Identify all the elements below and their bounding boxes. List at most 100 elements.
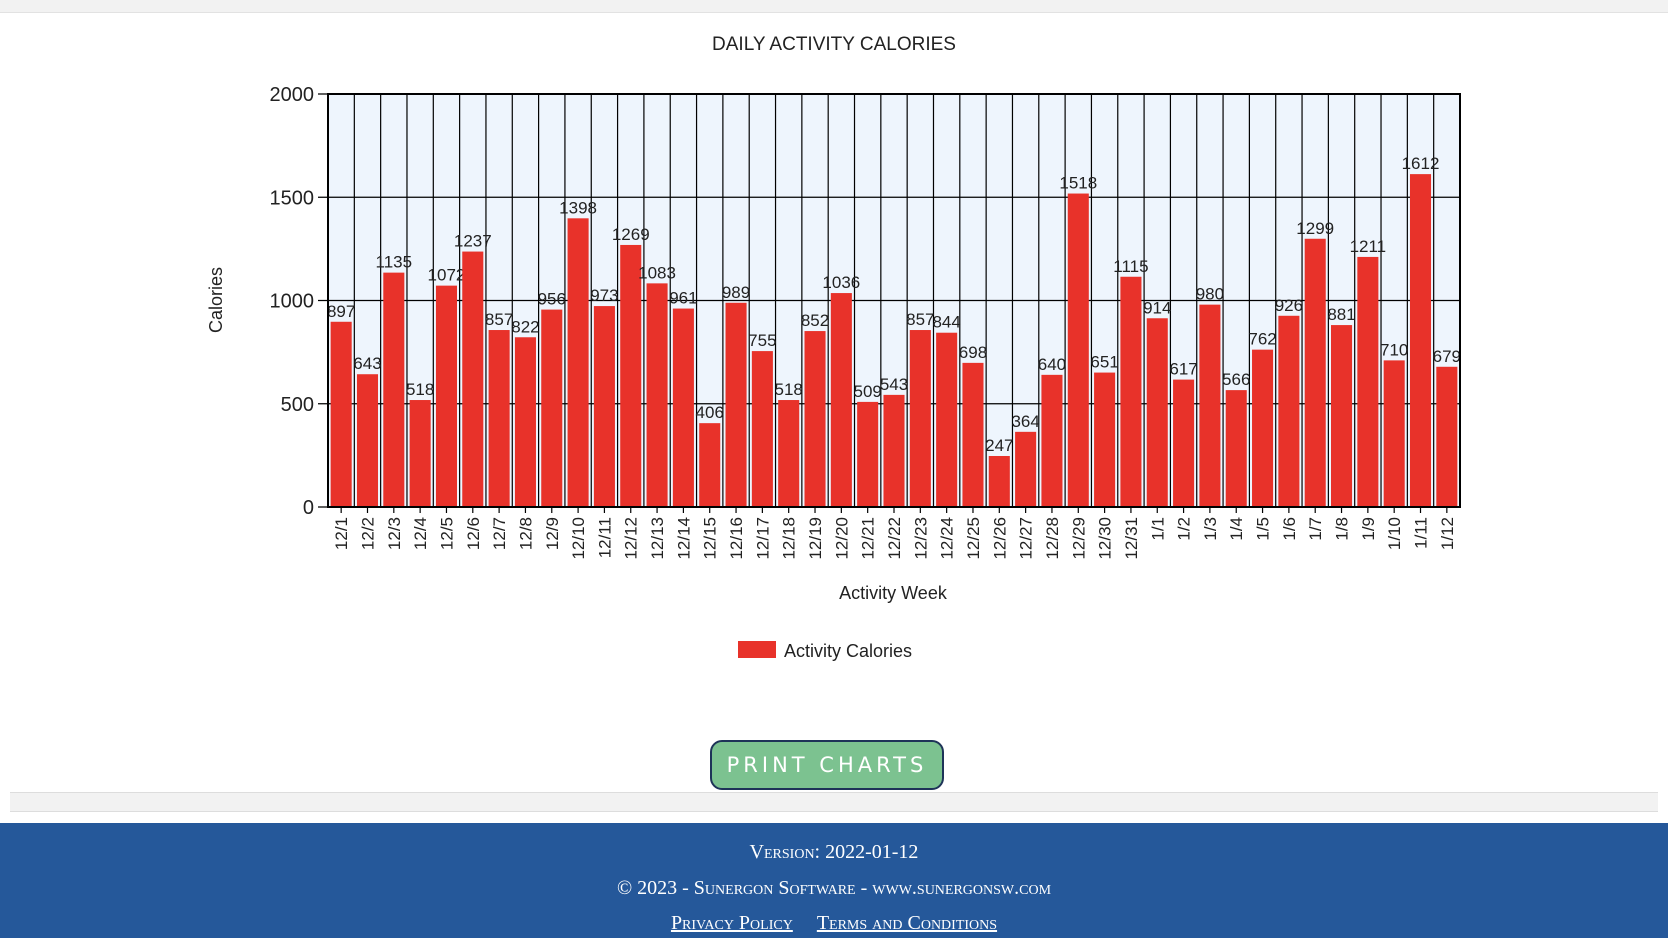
data-label: 822 <box>511 317 539 336</box>
data-label: 643 <box>353 354 381 373</box>
data-label: 518 <box>406 380 434 399</box>
data-label: 651 <box>1090 353 1118 372</box>
x-tick-label: 12/21 <box>859 517 878 560</box>
bar <box>1173 379 1195 507</box>
x-tick-label: 12/12 <box>622 517 641 560</box>
x-tick-label: 12/17 <box>753 517 772 560</box>
bar <box>857 401 879 507</box>
bar <box>830 293 852 507</box>
x-tick-label: 12/4 <box>411 517 430 550</box>
data-label: 1237 <box>454 232 492 251</box>
bar <box>1331 325 1353 507</box>
bar <box>725 302 747 507</box>
separator-band <box>10 792 1658 812</box>
x-tick-label: 12/15 <box>701 517 720 560</box>
data-label: 857 <box>906 310 934 329</box>
data-label: 844 <box>932 313 960 332</box>
x-tick-label: 12/6 <box>464 517 483 550</box>
bar <box>1252 349 1274 507</box>
bar <box>1383 360 1405 507</box>
print-charts-button[interactable]: PRINT CHARTS <box>710 740 944 790</box>
data-label: 509 <box>853 382 881 401</box>
bar <box>1225 390 1247 507</box>
data-label: 679 <box>1433 347 1461 366</box>
x-tick-label: 12/29 <box>1069 517 1088 560</box>
x-tick-label: 1/10 <box>1385 517 1404 550</box>
data-label: 1518 <box>1059 174 1097 193</box>
data-label: 1083 <box>638 263 676 282</box>
activity-calories-chart: DAILY ACTIVITY CALORIES Calories Activit… <box>206 34 1462 661</box>
bar <box>1094 372 1116 507</box>
data-label: 406 <box>696 403 724 422</box>
data-label: 1211 <box>1350 237 1387 256</box>
x-tick-label: 1/7 <box>1306 517 1325 541</box>
privacy-policy-link[interactable]: Privacy Policy <box>670 912 793 934</box>
x-tick-label: 12/20 <box>832 517 851 560</box>
bar <box>1199 304 1221 507</box>
legend-swatch <box>738 641 776 658</box>
data-label: 961 <box>669 289 697 308</box>
data-label: 566 <box>1222 370 1250 389</box>
terms-link[interactable]: Terms and Conditions <box>816 912 998 934</box>
copyright-text: © 2023 - Sunergon Software - www.sunergo… <box>616 877 1052 899</box>
data-label: 926 <box>1275 296 1303 315</box>
data-label: 1299 <box>1296 219 1334 238</box>
bar <box>541 309 563 507</box>
y-tick-label: 1500 <box>270 187 315 209</box>
plot-area: 0 500 1000 1500 2000 897 12/1 643 12/2 1135 12/3 51… <box>270 84 1462 560</box>
x-axis-label: Activity Week <box>839 583 948 603</box>
data-label: 247 <box>985 436 1013 455</box>
bar <box>1409 174 1432 507</box>
bar <box>1357 256 1379 507</box>
footer-links: Privacy Policy Terms and Conditions <box>0 912 1668 935</box>
bar <box>514 337 536 507</box>
bar <box>330 321 352 507</box>
x-tick-label: 12/2 <box>358 517 377 550</box>
bar <box>962 362 984 507</box>
x-tick-label: 12/22 <box>885 517 904 560</box>
x-tick-label: 12/14 <box>674 517 693 560</box>
bar <box>672 308 694 507</box>
bar <box>778 400 800 507</box>
data-label: 762 <box>1248 330 1276 349</box>
bar <box>646 283 668 507</box>
x-tick-label: 12/10 <box>569 517 588 560</box>
y-tick-label: 500 <box>281 394 314 416</box>
bar <box>1041 374 1063 507</box>
x-tick-label: 12/27 <box>1017 517 1036 560</box>
data-label: 543 <box>880 375 908 394</box>
bar <box>1304 238 1326 507</box>
top-strip <box>0 0 1668 13</box>
data-label: 617 <box>1169 360 1197 379</box>
x-tick-label: 12/7 <box>490 517 509 550</box>
data-label: 755 <box>748 331 776 350</box>
data-label: 989 <box>722 283 750 302</box>
x-tick-label: 12/26 <box>990 517 1009 560</box>
chart-title: DAILY ACTIVITY CALORIES <box>712 34 956 55</box>
data-label: 956 <box>538 290 566 309</box>
footer: Version: 2022-01-12 © 2023 - Sunergon So… <box>0 823 1668 938</box>
x-tick-label: 12/1 <box>332 517 351 550</box>
x-tick-label: 12/24 <box>938 517 957 560</box>
x-tick-label: 12/23 <box>911 517 930 560</box>
bar <box>804 331 826 507</box>
x-tick-label: 12/31 <box>1122 517 1141 560</box>
x-tick-label: 1/12 <box>1438 517 1457 550</box>
x-tick-label: 12/13 <box>648 517 667 560</box>
y-tick-label: 2000 <box>270 84 315 106</box>
data-label: 640 <box>1038 355 1066 374</box>
data-label: 1135 <box>376 253 413 272</box>
bar <box>751 351 773 507</box>
data-label: 857 <box>485 310 513 329</box>
bar <box>356 374 379 507</box>
data-label: 518 <box>775 380 803 399</box>
data-label: 1269 <box>612 225 650 244</box>
x-tick-label: 12/11 <box>595 517 614 558</box>
x-tick-label: 12/25 <box>964 517 983 560</box>
x-tick-label: 1/3 <box>1201 517 1220 541</box>
x-tick-label: 1/6 <box>1280 517 1299 541</box>
x-tick-label: 1/4 <box>1227 517 1246 541</box>
bar <box>1146 318 1168 507</box>
bar <box>909 330 931 507</box>
bar <box>462 251 484 507</box>
